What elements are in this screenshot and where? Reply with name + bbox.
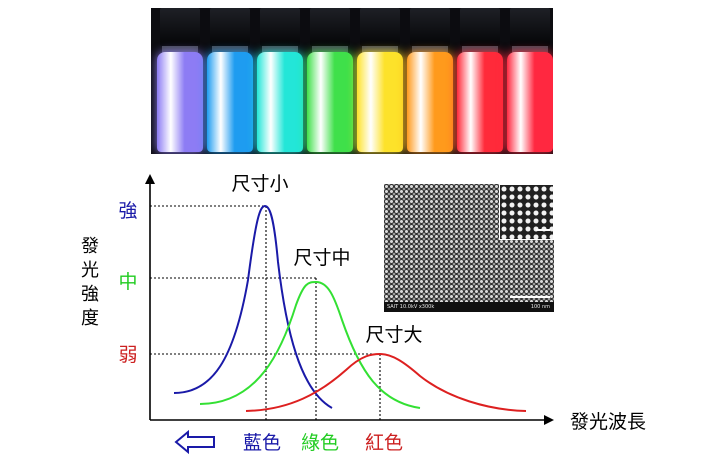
vial-neck	[412, 46, 448, 54]
vial-cap	[310, 8, 350, 46]
vial	[457, 8, 503, 154]
vial-neck	[462, 46, 498, 54]
emission-curve-large	[245, 352, 527, 412]
vial-body	[207, 52, 253, 152]
quantum-dot-vials-photo	[151, 8, 553, 154]
sem-footer-text: SAIT 10.0kV x300k	[387, 304, 435, 310]
vial-cap	[210, 8, 250, 46]
arrow-left-icon	[174, 429, 215, 455]
vial-neck	[212, 46, 248, 54]
emission-curve-medium	[199, 280, 421, 409]
vial-cap	[460, 8, 500, 46]
vial-body	[257, 52, 303, 152]
vial-neck	[312, 46, 348, 54]
vial	[157, 8, 203, 154]
emission-curve-small	[173, 204, 333, 409]
color-label-green: 綠色	[301, 432, 339, 454]
vial-neck	[362, 46, 398, 54]
vial-body	[457, 52, 503, 152]
vial-cap	[360, 8, 400, 46]
inset-scale-bar	[536, 229, 550, 231]
vial	[357, 8, 403, 154]
sem-scale-bar	[510, 296, 550, 298]
vial-neck	[512, 46, 548, 54]
vial-neck	[262, 46, 298, 54]
vial	[207, 8, 253, 154]
curve-label-large: 尺寸大	[365, 324, 422, 346]
vial-neck	[162, 46, 198, 54]
sem-inset-zoom	[499, 184, 554, 240]
sem-info-bar: SAIT 10.0kV x300k 100 nm	[384, 302, 554, 312]
vial-body	[407, 52, 453, 152]
y-axis-label-char: 強	[81, 284, 99, 305]
curve-label-medium: 尺寸中	[293, 247, 350, 269]
level-label-strong: 強	[118, 200, 137, 222]
sem-scale-label: 100 nm	[530, 304, 550, 310]
vial	[407, 8, 453, 154]
vial-cap	[510, 8, 550, 46]
vial-cap	[260, 8, 300, 46]
vial	[507, 8, 553, 154]
guide-lines	[150, 205, 381, 420]
y-axis-label-char: 光	[81, 260, 99, 281]
vial-body	[157, 52, 203, 152]
vial-body	[507, 52, 553, 152]
vial-body	[307, 52, 353, 152]
vial-cap	[160, 8, 200, 46]
vial	[307, 8, 353, 154]
color-label-red: 紅色	[365, 432, 403, 454]
level-label-weak: 弱	[118, 344, 137, 366]
curve-label-small: 尺寸小	[231, 173, 288, 195]
color-label-blue: 藍色	[243, 432, 281, 454]
vial	[257, 8, 303, 154]
vial-cap	[410, 8, 450, 46]
vial-body	[357, 52, 403, 152]
y-axis-label-char: 發	[81, 236, 99, 257]
level-label-medium: 中	[118, 271, 137, 293]
sem-micrograph: SAIT 10.0kV x300k 100 nm	[384, 184, 554, 312]
y-axis-label-char: 度	[81, 308, 99, 329]
x-axis-label: 發光波長	[570, 411, 646, 433]
